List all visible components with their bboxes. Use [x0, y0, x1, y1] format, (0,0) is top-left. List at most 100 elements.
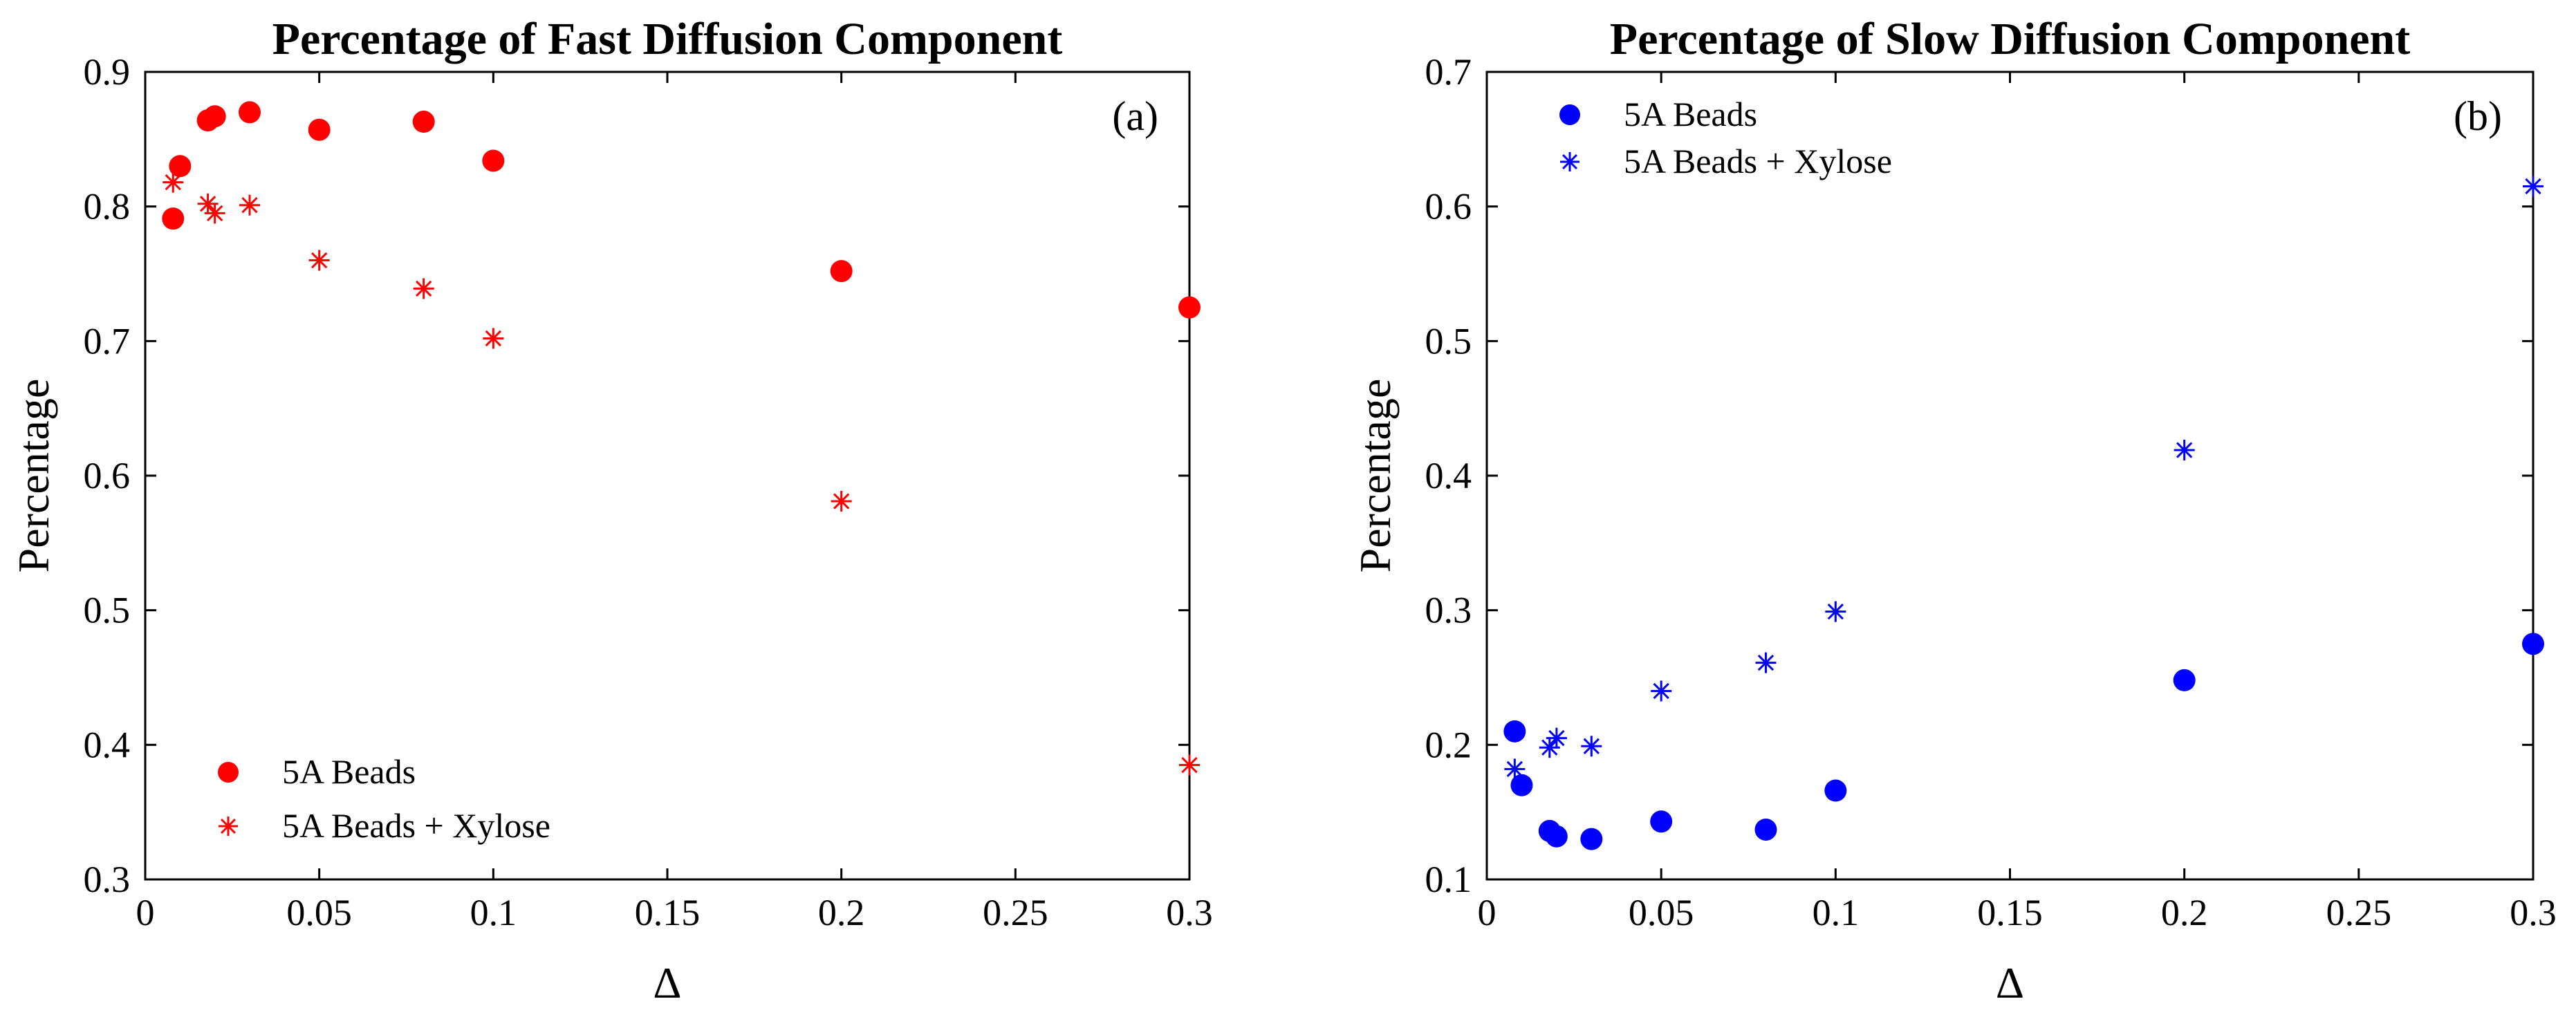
- legend-label: 5A Beads + Xylose: [282, 806, 550, 845]
- y-tick-label: 0.7: [84, 320, 131, 362]
- data-point-star-stroke: [165, 174, 181, 191]
- y-axis-label: Percentage: [9, 379, 58, 573]
- data-point-star-stroke: [415, 280, 432, 297]
- x-tick-label: 0.1: [470, 892, 517, 933]
- x-tick-label: 0: [1478, 892, 1497, 933]
- series-beads: [1503, 633, 2544, 850]
- x-tick-label: 0.25: [983, 892, 1048, 933]
- data-point-dot: [1510, 774, 1533, 796]
- y-tick-label: 0.3: [1425, 590, 1472, 631]
- y-tick-label: 0.7: [1425, 51, 1472, 93]
- data-point-star-stroke: [199, 196, 216, 212]
- data-point-star-stroke: [1653, 682, 1669, 700]
- data-point-dot: [162, 207, 185, 230]
- data-point-star: [308, 250, 330, 271]
- data-point-star: [2174, 440, 2195, 461]
- data-point-star-stroke: [485, 330, 502, 347]
- data-point-dot: [412, 111, 435, 133]
- data-point-star: [1581, 736, 1602, 757]
- chart-title: Percentage of Slow Diffusion Component: [1610, 14, 2410, 64]
- legend-star-icon: [219, 817, 238, 836]
- data-point-star-stroke: [1506, 761, 1523, 778]
- y-tick-label: 0.6: [84, 455, 131, 496]
- data-point-dot: [203, 105, 226, 128]
- data-point-star: [1825, 601, 1846, 622]
- legend-star-icon: [1560, 152, 1579, 171]
- x-tick-label: 0.25: [2326, 892, 2392, 933]
- x-axis-label: Δ: [1996, 958, 2024, 1007]
- data-point-star: [1546, 727, 1567, 749]
- data-point-dot: [2173, 669, 2196, 691]
- data-point-dot: [1650, 810, 1673, 833]
- data-point-dot: [239, 101, 261, 124]
- data-point-star: [1755, 652, 1777, 673]
- chart-title: Percentage of Fast Diffusion Component: [272, 14, 1063, 64]
- data-point-star-stroke: [206, 205, 223, 222]
- panel-label: (b): [2454, 93, 2502, 139]
- legend: 5A Beads 5A Beads + Xylose: [218, 752, 550, 845]
- data-point-star-stroke: [1583, 738, 1600, 754]
- data-point-dot: [308, 118, 331, 141]
- data-point-star: [2523, 176, 2543, 197]
- legend-label: 5A Beads: [282, 752, 416, 791]
- data-point-dot: [2522, 633, 2544, 655]
- y-tick-label: 0.1: [1425, 859, 1472, 900]
- panel-label: (a): [1112, 93, 1158, 139]
- data-point-star: [831, 490, 852, 512]
- data-point-star: [1504, 758, 1526, 780]
- y-tick-label: 0.5: [1425, 320, 1472, 362]
- data-point-star-stroke: [1827, 603, 1844, 620]
- data-point-star: [204, 203, 225, 224]
- legend-label: 5A Beads + Xylose: [1624, 142, 1892, 180]
- series-beads: [162, 101, 1201, 319]
- data-point-star-stroke: [1181, 756, 1198, 774]
- data-point-dot: [1545, 825, 1568, 848]
- data-point-star: [483, 328, 504, 349]
- legend-label: 5A Beads: [1624, 95, 1757, 133]
- data-point-dot: [1503, 720, 1526, 743]
- plot-frame: [1485, 71, 2535, 881]
- data-point-dot: [169, 155, 192, 178]
- x-tick-label: 0.05: [286, 892, 352, 933]
- data-point-dot: [1824, 779, 1847, 802]
- series-beads-xylose: [163, 171, 1200, 776]
- chart-slow-diffusion: 0 0.05 0.1 0.15 0.2 0.25 0.3 0.1 0.2 0.3 0.4 0.5 0.6…: [1351, 14, 2557, 1007]
- x-tick-label: 0.3: [2510, 892, 2557, 933]
- legend: 5A Beads 5A Beads + Xylose: [1559, 95, 1892, 180]
- y-tick-label: 0.8: [84, 186, 131, 227]
- data-point-star-stroke: [1757, 654, 1775, 671]
- data-point-star: [1651, 680, 1672, 702]
- y-tick-label: 0.2: [1425, 724, 1472, 765]
- data-point-dot: [1754, 818, 1777, 841]
- data-point-dot: [1178, 296, 1201, 319]
- data-point-dot: [482, 149, 505, 172]
- x-tick-label: 0.1: [1813, 892, 1860, 933]
- y-tick-label: 0.6: [1425, 186, 1472, 227]
- y-tick-label: 0.4: [84, 724, 131, 765]
- data-point-star: [413, 278, 434, 299]
- data-point-star: [163, 171, 184, 193]
- data-point-dot: [830, 260, 853, 283]
- x-axis-label: Δ: [653, 958, 681, 1007]
- y-tick-label: 0.5: [84, 590, 131, 631]
- x-tick-label: 0.3: [1166, 892, 1213, 933]
- data-point-star-stroke: [241, 197, 258, 214]
- data-point-dot: [1580, 828, 1603, 850]
- x-tick-label: 0.05: [1629, 892, 1694, 933]
- data-point-star-stroke: [1548, 729, 1565, 747]
- y-axis-label: Percentage: [1351, 379, 1400, 573]
- data-point-star-stroke: [1541, 739, 1558, 756]
- legend-dot-icon: [218, 762, 239, 783]
- data-point-star: [239, 194, 260, 216]
- data-point-star-stroke: [311, 252, 328, 269]
- data-point-star-stroke: [833, 493, 850, 510]
- legend-star-icon-stroke: [221, 819, 236, 834]
- data-point-star-stroke: [2525, 178, 2541, 195]
- data-point-star-stroke: [2176, 442, 2193, 458]
- x-tick-label: 0.15: [1977, 892, 2043, 933]
- data-point-star: [1179, 754, 1200, 776]
- legend-star-icon-stroke: [1562, 154, 1577, 169]
- legend-dot-icon: [1559, 104, 1580, 125]
